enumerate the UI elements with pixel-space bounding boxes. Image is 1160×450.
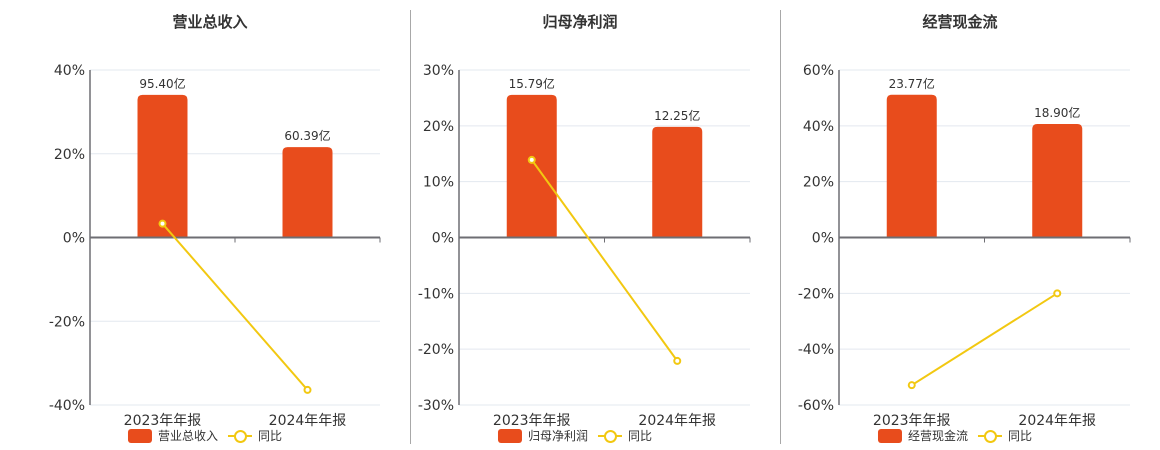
chart-title: 归母净利润: [542, 13, 618, 31]
bar-value-label: 18.90亿: [1034, 105, 1080, 120]
y-tick-label: -60%: [798, 398, 834, 414]
bar-value-label: 95.40亿: [139, 76, 185, 91]
chart-legend: 营业总收入 同比: [127, 428, 292, 444]
bar-series-swatch-icon[interactable]: [127, 429, 152, 443]
y-tick-label: 40%: [54, 63, 85, 79]
yoy-point-marker[interactable]: [1053, 289, 1062, 298]
bar[interactable]: [652, 126, 703, 238]
legend-bar-label[interactable]: 经营现金流: [907, 429, 968, 443]
legend-bar-label[interactable]: 归母净利润: [527, 429, 588, 443]
bar[interactable]: [506, 94, 557, 238]
y-tick-label: -30%: [418, 398, 454, 414]
y-tick-label: 0%: [432, 231, 454, 247]
bar[interactable]: [1032, 124, 1083, 238]
y-tick-label: 60%: [803, 63, 834, 79]
bar-value-label: 12.25亿: [654, 108, 700, 123]
line-series-marker-icon[interactable]: [598, 429, 622, 443]
yoy-point-marker[interactable]: [907, 381, 916, 390]
y-tick-label: 20%: [423, 119, 454, 135]
y-tick-label: -40%: [49, 398, 85, 414]
chart-legend: 经营现金流 同比: [877, 428, 1042, 444]
y-tick-label: 40%: [803, 119, 834, 135]
bar[interactable]: [282, 147, 333, 238]
yoy-point-marker[interactable]: [158, 219, 167, 228]
yoy-line: [161, 223, 309, 391]
y-tick-label: 20%: [54, 147, 85, 163]
bar-value-label: 60.39亿: [284, 128, 330, 143]
x-category-label: 2024年年报: [1018, 413, 1096, 429]
yoy-point-marker[interactable]: [527, 155, 536, 164]
chart-legend: 归母净利润 同比: [497, 428, 662, 444]
panel-divider: [780, 10, 781, 444]
y-tick-label: 20%: [803, 175, 834, 191]
x-category-label: 2024年年报: [638, 413, 716, 429]
legend-line-label[interactable]: 同比: [1008, 429, 1033, 443]
y-tick-label: 30%: [423, 63, 454, 79]
y-tick-label: -10%: [418, 286, 454, 302]
x-category-label: 2024年年报: [269, 413, 347, 429]
yoy-point-marker[interactable]: [673, 356, 682, 365]
chart-title: 营业总收入: [172, 13, 248, 31]
legend-line-label[interactable]: 同比: [628, 429, 653, 443]
y-tick-label: -20%: [418, 342, 454, 358]
y-tick-label: 0%: [812, 231, 834, 247]
x-category-label: 2023年年报: [124, 413, 202, 429]
line-series-marker-icon[interactable]: [978, 429, 1002, 443]
y-tick-label: -20%: [798, 286, 834, 302]
y-tick-label: -40%: [798, 342, 834, 358]
bar-series-swatch-icon[interactable]: [877, 429, 902, 443]
x-category-label: 2023年年报: [493, 413, 571, 429]
bar[interactable]: [886, 94, 937, 238]
bar-value-label: 15.79亿: [509, 76, 555, 91]
y-tick-label: -20%: [49, 314, 85, 330]
y-tick-label: 10%: [423, 175, 454, 191]
chart-title: 经营现金流: [922, 13, 998, 31]
bar[interactable]: [137, 94, 188, 238]
y-tick-label: 0%: [63, 231, 85, 247]
legend-line-label[interactable]: 同比: [258, 429, 283, 443]
yoy-line: [530, 159, 679, 362]
bar-series-swatch-icon[interactable]: [497, 429, 522, 443]
legend-bar-label[interactable]: 营业总收入: [157, 429, 218, 443]
yoy-point-marker[interactable]: [303, 385, 312, 394]
panel-divider: [410, 10, 411, 444]
yoy-line: [911, 292, 1058, 387]
x-category-label: 2023年年报: [873, 413, 951, 429]
line-series-marker-icon[interactable]: [228, 429, 252, 443]
bar-value-label: 23.77亿: [889, 76, 935, 91]
